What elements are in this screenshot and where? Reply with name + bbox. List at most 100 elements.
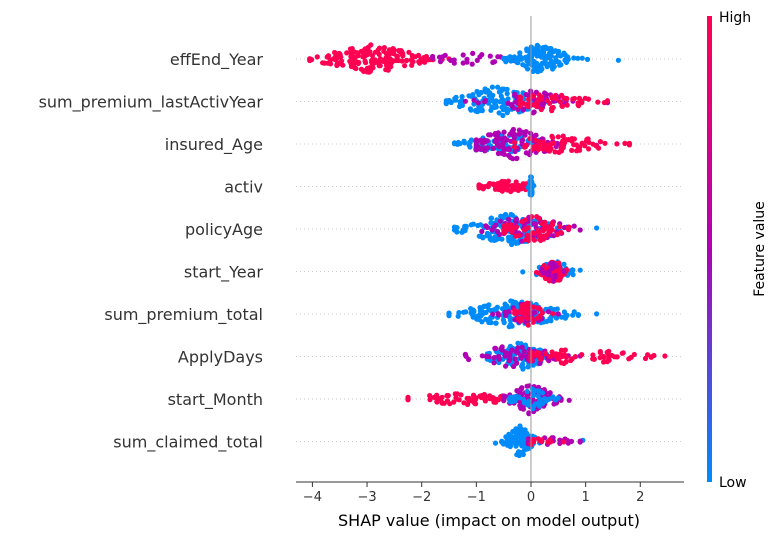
shap-point (564, 95, 570, 102)
shap-point (520, 107, 527, 113)
shap-point (377, 63, 383, 69)
shap-point (496, 89, 502, 95)
shap-point (556, 48, 562, 55)
shap-point (507, 353, 513, 360)
shap-point (602, 140, 608, 146)
shap-point (476, 182, 482, 189)
shap-point (461, 400, 467, 406)
shap-point (535, 436, 541, 442)
feature-label: sum_claimed_total (113, 433, 263, 453)
shap-point (562, 315, 569, 321)
x-axis-title: SHAP value (impact on model output) (338, 511, 640, 530)
shap-point (565, 226, 572, 232)
shap-point (491, 355, 497, 361)
shap-point (579, 100, 585, 106)
shap-point (556, 356, 562, 362)
shap-point (504, 86, 510, 92)
shap-point (558, 347, 565, 353)
shap-point (529, 54, 535, 60)
colorbar-low-label: Low (719, 475, 747, 491)
shap-point (389, 58, 395, 64)
shap-point (525, 104, 531, 110)
shap-point (561, 360, 567, 367)
shap-point (473, 147, 479, 153)
shap-point (466, 93, 472, 99)
shap-point (536, 92, 542, 98)
shap-point (524, 402, 531, 408)
shap-point (585, 136, 591, 142)
shap-point (506, 358, 512, 364)
shap-point (439, 400, 445, 406)
shap-point (468, 107, 474, 113)
shap-point (408, 57, 414, 63)
shap-point (535, 143, 541, 149)
x-tick-label: −3 (357, 490, 376, 505)
shap-point (595, 99, 601, 105)
shap-point (513, 179, 519, 185)
shap-point (550, 61, 557, 67)
shap-point (586, 146, 592, 152)
shap-point (434, 392, 440, 398)
shap-point (508, 222, 514, 228)
shap-point (448, 57, 454, 64)
colorbar-gradient (707, 16, 712, 482)
feature-rows: effEnd_Year sum_premium_lastActivYearinsu… (39, 50, 684, 453)
shap-point (628, 354, 634, 360)
shap-point (554, 59, 561, 65)
shap-point (622, 140, 628, 146)
shap-point (492, 100, 498, 106)
shap-point (486, 307, 492, 313)
shap-point (444, 393, 450, 399)
shap-point (524, 430, 530, 436)
shap-point (506, 216, 512, 222)
shap-point (454, 229, 460, 235)
x-axis-ticks: −4 −3 −2 −1 0 1 2 (303, 482, 644, 505)
shap-point (417, 60, 423, 66)
shap-point (470, 50, 476, 57)
shap-point (520, 406, 527, 412)
shap-point (483, 223, 489, 229)
shap-point (547, 316, 553, 322)
shap-point (530, 110, 536, 116)
feature-label: effEnd_Year (170, 50, 264, 70)
shap-point (460, 60, 466, 66)
shap-point (451, 60, 457, 66)
shap-point (462, 140, 468, 146)
shap-point (500, 112, 506, 119)
shap-point (549, 220, 555, 226)
shap-point (532, 310, 538, 316)
shap-point (538, 106, 544, 113)
shap-point (504, 91, 510, 97)
shap-point (471, 97, 477, 103)
shap-point (521, 348, 528, 355)
shap-point (529, 386, 535, 392)
shap-point (526, 96, 532, 103)
shap-point (552, 149, 558, 155)
shap-point (515, 345, 521, 351)
shap-point (496, 236, 502, 242)
shap-point (517, 431, 524, 437)
shap-point (614, 141, 620, 147)
shap-point (344, 50, 350, 56)
shap-point (522, 132, 528, 138)
shap-point (477, 222, 484, 228)
colorbar-title: Feature value (752, 201, 768, 297)
shap-point (525, 225, 532, 231)
shap-point (530, 362, 536, 368)
shap-point (648, 354, 654, 360)
shap-point (536, 52, 542, 59)
shap-point (502, 301, 508, 307)
shap-point (489, 84, 495, 90)
shap-point (555, 352, 561, 358)
shap-point (360, 67, 366, 74)
shap-point (551, 140, 557, 146)
shap-point (506, 309, 512, 315)
shap-point (520, 361, 526, 367)
shap-point (477, 54, 483, 60)
shap-point (514, 56, 520, 62)
shap-point (492, 440, 499, 446)
shap-point (549, 227, 555, 233)
shap-point (381, 45, 387, 51)
shap-point (505, 96, 511, 102)
shap-point (493, 320, 499, 326)
